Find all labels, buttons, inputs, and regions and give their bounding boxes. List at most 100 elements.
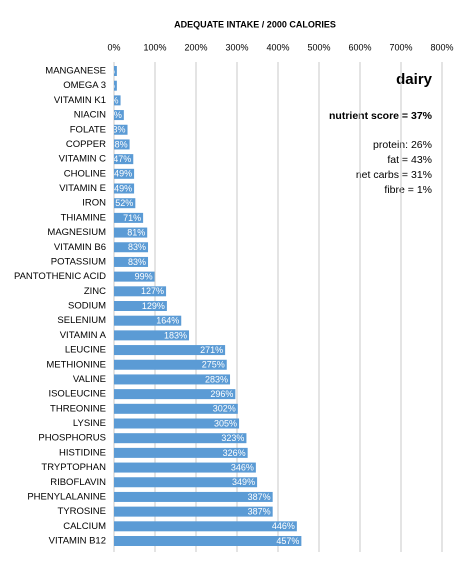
- bar: [114, 139, 130, 150]
- y-tick-label: THREONINE: [50, 403, 106, 414]
- x-tick-label: 800%: [430, 42, 453, 52]
- x-tick-label: 700%: [389, 42, 412, 52]
- y-tick-label: RIBOFLAVIN: [50, 477, 106, 488]
- value-label: 7%: [102, 66, 115, 76]
- value-label: 323%: [221, 433, 244, 443]
- y-tick-label: THIAMINE: [61, 212, 106, 223]
- value-label: 346%: [231, 462, 254, 472]
- bar: [114, 110, 124, 121]
- y-tick-label: HISTIDINE: [59, 447, 106, 458]
- value-label: 83%: [128, 257, 146, 267]
- y-tick-label: PHENYLALANINE: [27, 491, 106, 502]
- bar: [114, 345, 226, 356]
- y-tick-label: ISOLEUCINE: [48, 389, 106, 400]
- value-label: 129%: [142, 301, 165, 311]
- bar: [114, 418, 240, 429]
- value-label: 38%: [110, 139, 128, 149]
- value-label: 349%: [232, 477, 255, 487]
- bar: [114, 433, 247, 444]
- bar: [114, 491, 273, 502]
- y-tick-label: LYSINE: [73, 418, 106, 429]
- y-tick-label: POTASSIUM: [51, 256, 106, 267]
- x-tick-label: 600%: [348, 42, 371, 52]
- x-tick-label: 500%: [307, 42, 330, 52]
- bar: [114, 183, 135, 194]
- bar: [114, 315, 182, 326]
- bar: [114, 506, 273, 517]
- value-label: 127%: [141, 286, 164, 296]
- value-label: 16%: [101, 95, 119, 105]
- bar: [114, 477, 258, 488]
- y-tick-label: ZINC: [84, 286, 106, 297]
- bar: [114, 242, 149, 253]
- value-label: 47%: [113, 154, 131, 164]
- macro-line: net carbs = 31%: [356, 169, 432, 181]
- y-tick-label: CALCIUM: [63, 521, 106, 532]
- bar: [114, 286, 167, 297]
- y-tick-label: VITAMIN C: [59, 154, 106, 165]
- bar: [114, 212, 144, 223]
- bar: [114, 462, 256, 473]
- bar: [114, 95, 121, 106]
- value-label: 387%: [248, 492, 271, 502]
- value-label: 305%: [214, 418, 237, 428]
- bar: [114, 124, 128, 135]
- bar: [114, 227, 148, 238]
- y-tick-label: PHOSPHORUS: [38, 433, 106, 444]
- bar: [114, 80, 117, 91]
- y-tick-label: VITAMIN B12: [49, 536, 106, 547]
- value-label: 83%: [128, 242, 146, 252]
- bar: [114, 154, 134, 165]
- food-name: dairy: [396, 71, 433, 88]
- y-tick-label: LEUCINE: [65, 345, 106, 356]
- value-label: 52%: [115, 198, 133, 208]
- value-label: 71%: [123, 213, 141, 223]
- bar: [114, 271, 155, 282]
- y-tick-label: VITAMIN E: [59, 183, 106, 194]
- y-tick-label: SELENIUM: [57, 315, 106, 326]
- y-tick-label: FOLATE: [70, 124, 106, 135]
- bar: [114, 330, 190, 341]
- bar: [114, 198, 136, 209]
- value-label: 302%: [213, 404, 236, 414]
- bar: [114, 403, 238, 414]
- value-label: 49%: [114, 169, 132, 179]
- value-label: 33%: [108, 125, 126, 135]
- x-tick-label: 300%: [225, 42, 248, 52]
- y-tick-label: METHIONINE: [46, 359, 106, 370]
- chart-title: ADEQUATE INTAKE / 2000 CALORIES: [174, 19, 336, 29]
- y-tick-label: PANTOTHENIC ACID: [14, 271, 106, 282]
- bar: [114, 521, 297, 532]
- bar: [114, 359, 227, 370]
- value-label: 283%: [205, 374, 228, 384]
- y-tick-label: COPPER: [66, 139, 106, 150]
- value-label: 164%: [156, 316, 179, 326]
- y-tick-label: IRON: [82, 198, 106, 209]
- y-tick-label: CHOLINE: [64, 168, 106, 179]
- bar: [114, 447, 248, 458]
- y-tick-label: NIACIN: [74, 110, 106, 121]
- y-tick-label: VITAMIN B6: [54, 242, 106, 253]
- y-tick-label: VITAMIN K1: [54, 95, 106, 106]
- value-label: 49%: [114, 183, 132, 193]
- y-tick-label: OMEGA 3: [63, 80, 106, 91]
- value-label: 446%: [272, 521, 295, 531]
- macro-line: fat = 43%: [387, 154, 432, 166]
- y-tick-label: SODIUM: [68, 301, 106, 312]
- value-label: 7%: [102, 81, 115, 91]
- value-label: 275%: [202, 360, 225, 370]
- value-label: 326%: [223, 448, 246, 458]
- bar: [114, 389, 236, 400]
- y-tick-label: VALINE: [73, 374, 106, 385]
- bar: [114, 66, 117, 76]
- value-label: 24%: [104, 110, 122, 120]
- value-label: 183%: [164, 330, 187, 340]
- nutrient-score: nutrient score = 37%: [329, 110, 433, 122]
- x-tick-label: 400%: [266, 42, 289, 52]
- bar: [114, 536, 302, 546]
- macro-line: fibre = 1%: [384, 184, 432, 196]
- y-tick-label: VITAMIN A: [60, 330, 107, 341]
- value-label: 81%: [127, 227, 145, 237]
- bar: [114, 374, 231, 385]
